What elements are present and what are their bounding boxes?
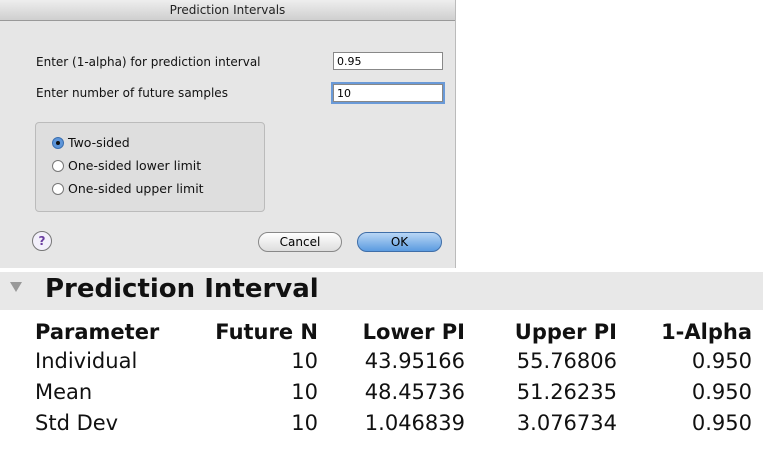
- table-cell: 10: [291, 411, 318, 435]
- option-group: [35, 122, 265, 212]
- radio[interactable]: [52, 136, 64, 149]
- table-cell: Mean: [35, 380, 93, 404]
- help-button[interactable]: ?: [32, 231, 52, 251]
- option-label: One-sided upper limit: [68, 181, 204, 196]
- table-cell: Std Dev: [35, 411, 119, 435]
- column-header: Lower PI: [362, 320, 465, 344]
- dialog: Prediction Intervals Enter (1-alpha) for…: [0, 0, 456, 268]
- dialog-title: Prediction Intervals: [0, 0, 455, 21]
- table-cell: 51.26235: [516, 380, 617, 404]
- table-cell: Individual: [35, 349, 138, 373]
- table-cell: 10: [291, 380, 318, 404]
- field-label: Enter (1-alpha) for prediction interval: [36, 55, 261, 69]
- table-cell: 10: [291, 349, 318, 373]
- table-cell: 55.76806: [516, 349, 617, 373]
- table-cell: 43.95166: [364, 349, 465, 373]
- cancel-button[interactable]: Cancel: [258, 232, 342, 252]
- option-label: One-sided lower limit: [68, 158, 202, 173]
- ok-button[interactable]: OK: [357, 232, 442, 252]
- table-cell: 0.950: [691, 349, 752, 373]
- table-cell: 1.046839: [364, 411, 465, 435]
- column-header: 1-Alpha: [661, 320, 752, 344]
- table-cell: 48.45736: [364, 380, 465, 404]
- radio[interactable]: [52, 159, 64, 172]
- column-header: Upper PI: [514, 320, 617, 344]
- field-label: Enter number of future samples: [36, 86, 228, 100]
- disclosure-triangle[interactable]: [10, 282, 24, 294]
- column-header: Future N: [215, 320, 318, 344]
- report-header: [0, 272, 763, 310]
- radio[interactable]: [52, 182, 64, 195]
- table-cell: 0.950: [691, 411, 752, 435]
- radio-option[interactable]: One-sided upper limit: [52, 181, 204, 196]
- radio-option[interactable]: One-sided lower limit: [52, 158, 201, 173]
- option-label: Two-sided: [68, 135, 130, 150]
- text-input[interactable]: 10: [333, 84, 443, 102]
- report-title: Prediction Interval: [45, 274, 319, 304]
- text-input[interactable]: 0.95: [333, 52, 443, 70]
- radio-option[interactable]: Two-sided: [52, 135, 130, 150]
- column-header: Parameter: [35, 320, 160, 344]
- table-cell: 3.076734: [516, 411, 617, 435]
- table-cell: 0.950: [691, 380, 752, 404]
